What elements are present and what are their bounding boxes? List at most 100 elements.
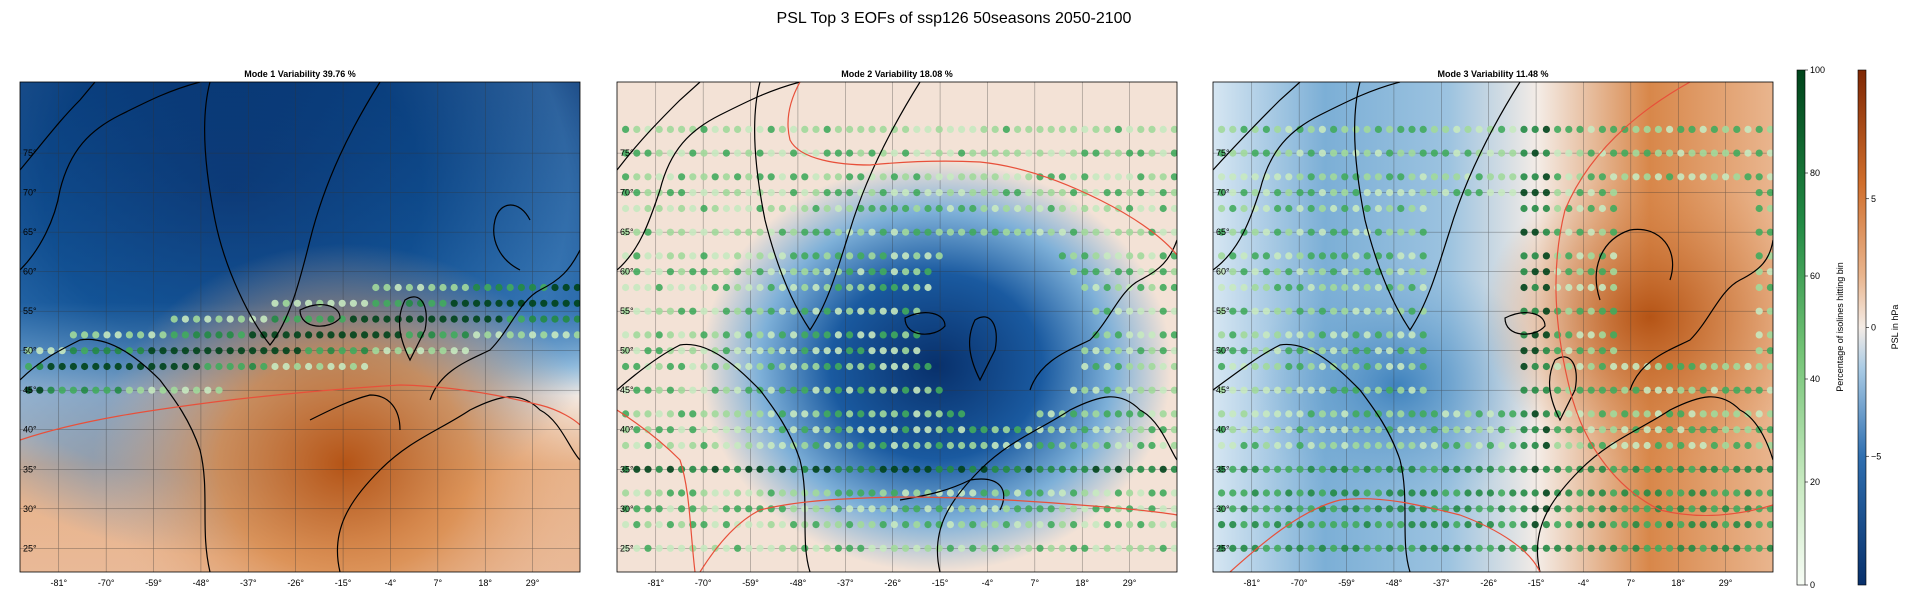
isoline-dot xyxy=(193,315,201,323)
isoline-dot xyxy=(801,410,809,418)
isoline-dot xyxy=(1565,228,1573,236)
isoline-dot xyxy=(868,268,876,276)
isoline-dot xyxy=(1520,283,1528,292)
isoline-dot xyxy=(1520,489,1528,497)
isoline-dot xyxy=(745,268,753,276)
isoline-dot xyxy=(622,228,630,236)
isoline-dot xyxy=(1274,386,1282,394)
isoline-dot xyxy=(1092,441,1100,450)
isoline-dot xyxy=(834,386,843,394)
isoline-dot xyxy=(969,189,977,197)
isoline-dot xyxy=(969,544,977,552)
isoline-dot xyxy=(1318,347,1326,355)
isoline-dot xyxy=(678,125,686,133)
isoline-dot xyxy=(846,204,854,213)
isoline-dot xyxy=(689,505,697,513)
isoline-dot xyxy=(204,331,212,339)
isoline-dot xyxy=(890,189,899,197)
isoline-dot xyxy=(1666,362,1674,371)
isoline-dot xyxy=(745,544,753,552)
isoline-dot xyxy=(1229,331,1237,339)
isoline-dot xyxy=(1766,410,1773,418)
isoline-dot xyxy=(1148,189,1156,197)
isoline-dot xyxy=(271,347,279,355)
isoline-dot xyxy=(1330,283,1338,292)
isoline-dot xyxy=(913,283,921,292)
isoline-dot xyxy=(902,307,910,315)
isoline-dot xyxy=(622,283,630,292)
isoline-dot xyxy=(846,362,854,371)
isoline-dot xyxy=(125,331,133,339)
isoline-dot xyxy=(1070,426,1078,434)
isoline-dot xyxy=(1363,489,1371,497)
isoline-dot xyxy=(327,299,335,307)
isoline-dot xyxy=(1408,465,1416,473)
psl-positive-lobe xyxy=(20,82,580,572)
isoline-dot xyxy=(1386,386,1394,394)
isoline-dot xyxy=(1632,410,1640,418)
isoline-dot xyxy=(745,465,753,473)
isoline-dot xyxy=(622,465,630,473)
isoline-dot xyxy=(1677,173,1685,181)
isoline-dot xyxy=(991,521,999,529)
isoline-dot xyxy=(1509,521,1517,529)
isoline-dot xyxy=(1296,441,1304,450)
isoline-dot xyxy=(913,505,921,513)
isoline-dot xyxy=(271,315,279,323)
isoline-dot xyxy=(711,410,719,418)
isoline-dot xyxy=(361,315,369,323)
isoline-dot xyxy=(1576,331,1584,339)
isoline-dot xyxy=(1330,465,1338,473)
lat-tick-label: 60° xyxy=(23,267,37,277)
isoline-dot xyxy=(1148,426,1156,434)
isoline-dot xyxy=(383,283,391,292)
isoline-dot xyxy=(890,331,899,339)
isoline-dot xyxy=(1419,331,1427,339)
isoline-dot xyxy=(1565,331,1573,339)
isoline-dot xyxy=(1137,173,1145,181)
isoline-dot xyxy=(857,125,865,133)
isoline-dot xyxy=(1103,465,1111,473)
lon-tick-label: -81° xyxy=(647,578,664,588)
isoline-dot xyxy=(868,347,876,355)
isoline-dot xyxy=(902,521,910,529)
isoline-dot xyxy=(812,331,820,339)
isoline-dot xyxy=(1262,228,1270,236)
isoline-dot xyxy=(1419,362,1427,371)
isoline-dot xyxy=(1274,125,1282,133)
isoline-dot xyxy=(666,204,675,213)
isoline-dot xyxy=(1114,307,1122,315)
isoline-dot xyxy=(1453,441,1461,450)
isoline-dot xyxy=(1722,410,1730,418)
isoline-dot xyxy=(1565,362,1573,371)
isoline-dot xyxy=(868,505,876,513)
isoline-dot xyxy=(834,173,843,181)
isoline-dot xyxy=(1531,189,1539,197)
isoline-dot xyxy=(349,362,357,371)
colorbar-tick-label: 80 xyxy=(1810,168,1820,178)
isoline-dot xyxy=(1554,268,1562,276)
isoline-dot xyxy=(1103,149,1111,157)
isoline-dot xyxy=(1148,173,1156,181)
isoline-dot xyxy=(644,268,652,276)
isoline-dot xyxy=(902,268,910,276)
isoline-dot xyxy=(1453,410,1461,418)
isoline-dot xyxy=(1610,204,1618,213)
isoline-dot xyxy=(790,204,798,213)
isoline-dot xyxy=(666,283,675,292)
isoline-dot xyxy=(1330,228,1338,236)
isoline-dot xyxy=(148,362,156,371)
isoline-dot xyxy=(1386,307,1394,315)
isoline-dot xyxy=(1554,283,1562,292)
lon-tick-label: 18° xyxy=(1075,578,1089,588)
isoline-dot xyxy=(633,362,641,371)
isoline-dot xyxy=(439,347,447,355)
isoline-dot xyxy=(1710,149,1718,157)
isoline-dot xyxy=(1103,228,1111,236)
isoline-dot xyxy=(879,347,887,355)
isoline-dot xyxy=(1766,307,1773,315)
isoline-dot xyxy=(1755,307,1763,315)
isoline-dot xyxy=(1542,544,1550,552)
isoline-dot xyxy=(868,149,876,157)
isoline-dot xyxy=(1296,228,1304,236)
